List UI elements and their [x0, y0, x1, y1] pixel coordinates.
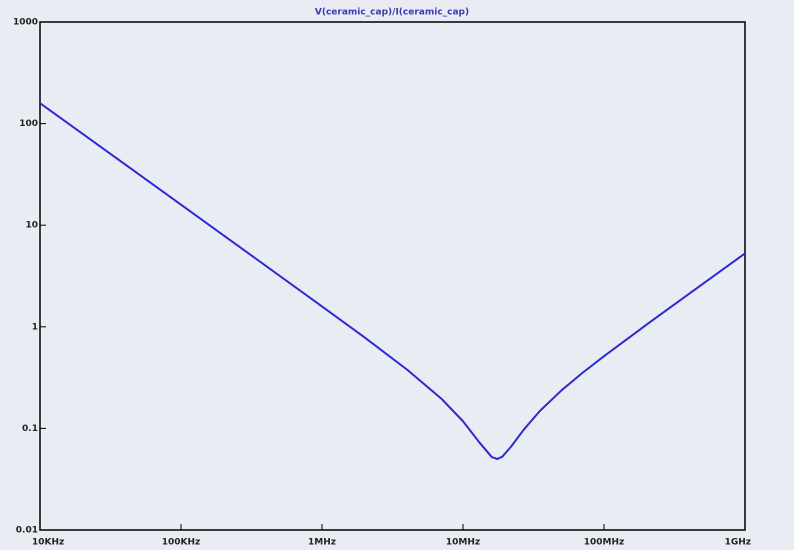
plot-frame — [39, 21, 746, 531]
y-tick-label: 1000 — [13, 18, 38, 28]
series-line — [39, 102, 746, 460]
x-tick-label: 10MHz — [446, 538, 480, 548]
y-tick-label: 0.01 — [16, 526, 38, 536]
y-tick-label: 100 — [19, 119, 38, 129]
x-tick-label: 100KHz — [162, 538, 201, 548]
x-tick-label: 10KHz — [32, 538, 64, 548]
x-tick-label: 1MHz — [308, 538, 336, 548]
y-tick-label: 1 — [32, 322, 38, 332]
x-tick-label: 100MHz — [584, 538, 625, 548]
y-tick-label: 0.1 — [22, 424, 38, 434]
chart-title: V(ceramic_cap)/I(ceramic_cap) — [315, 8, 469, 18]
y-tick-label: 10 — [25, 221, 38, 231]
x-tick-label: 1GHz — [725, 538, 751, 548]
